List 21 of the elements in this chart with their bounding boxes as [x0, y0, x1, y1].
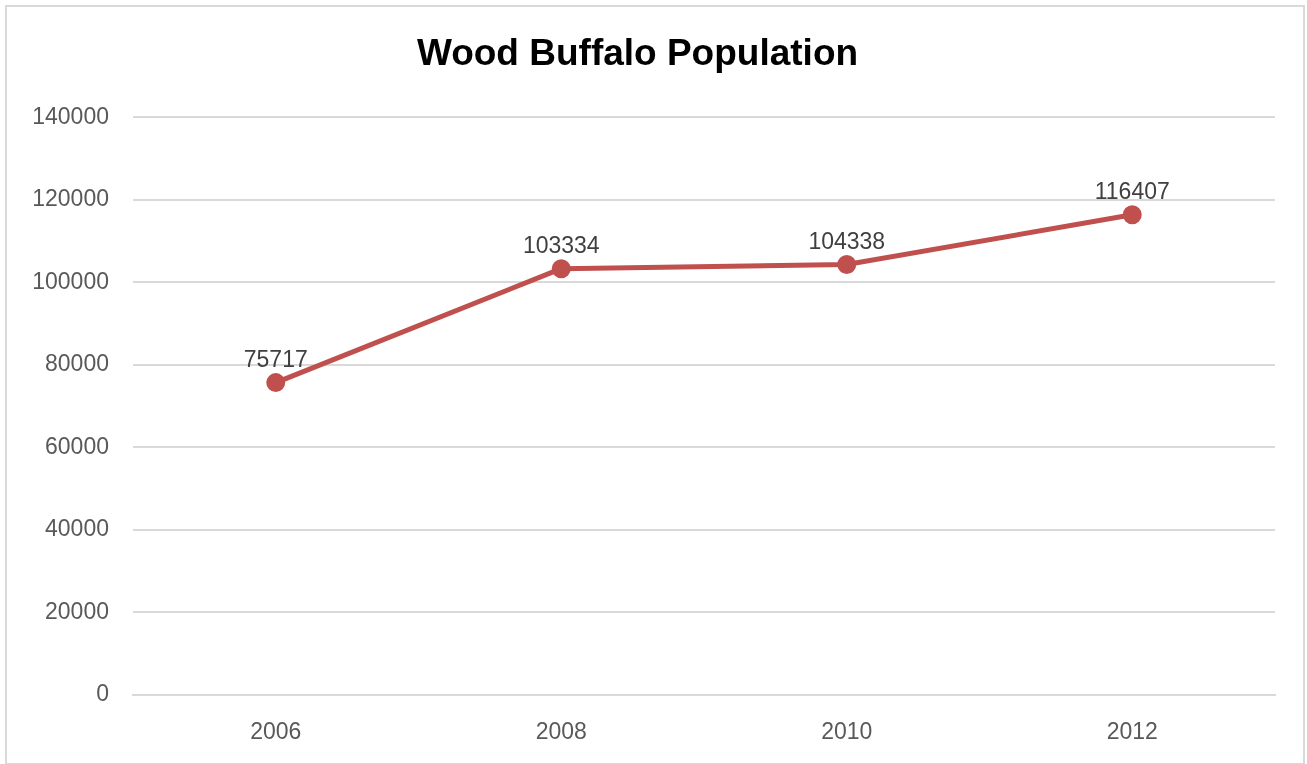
y-tick-label: 140000 [32, 102, 109, 129]
x-tick-label: 2006 [250, 718, 302, 745]
data-label: 103334 [522, 231, 600, 258]
x-tick-label: 2010 [821, 718, 873, 745]
point [266, 373, 286, 393]
y-tick-label: 120000 [32, 185, 109, 212]
data-label: 116407 [1094, 177, 1170, 204]
y-tick-label: 20000 [45, 597, 109, 624]
y-tick-label: 40000 [45, 515, 109, 542]
x-tick-label: 2012 [1106, 718, 1158, 745]
point [837, 255, 857, 275]
point [551, 259, 571, 279]
chart-title: Wood Buffalo Population [416, 32, 859, 74]
y-tick-label: 100000 [32, 267, 109, 294]
y-tick-label: 80000 [45, 350, 109, 377]
y-tick-label: 0 [96, 680, 109, 707]
data-label: 75717 [243, 345, 308, 372]
point [1122, 205, 1142, 225]
data-label: 104338 [808, 227, 886, 254]
y-tick-label: 60000 [45, 432, 109, 459]
x-tick-label: 2008 [535, 718, 587, 745]
